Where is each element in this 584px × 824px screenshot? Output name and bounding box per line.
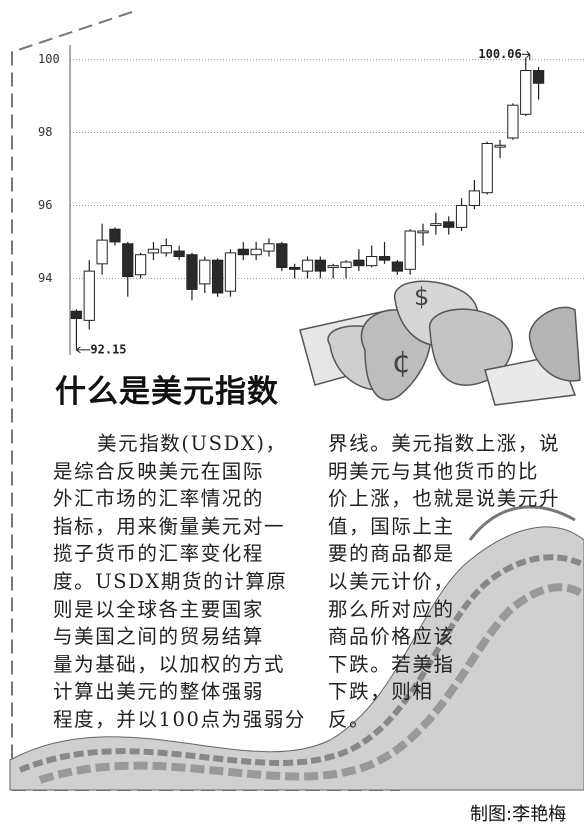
text-line: 则是以全球各主要国家 (53, 597, 265, 621)
title: 什么是美元指数 (55, 374, 279, 410)
text-line: 是综合反映美元在国际 (53, 459, 265, 483)
column: 美元指数(USDX)， 是综合反映美元在国际 外汇市场的汇率情况的 指标，用来衡量美元… (53, 430, 307, 734)
candle-body (507, 104, 519, 139)
candle-body (147, 248, 160, 254)
candle-body (96, 239, 108, 265)
text-line: 指标，用来衡量美元对一 (53, 514, 286, 538)
credit: 制图:李艳梅 (470, 804, 567, 824)
annotation: 100.06 (478, 47, 521, 61)
candle-body (224, 252, 237, 292)
y-tick-label: 100 (38, 52, 60, 66)
text-line: 程度，并以100点为强弱分 (53, 707, 307, 731)
candle-body (301, 259, 314, 272)
candle-body (276, 243, 288, 268)
candle-body (70, 310, 83, 320)
annotation-arrow (75, 341, 91, 354)
candle-body (327, 265, 339, 268)
candle-body (134, 254, 147, 276)
text-line: 美元指数(USDX)， (97, 432, 287, 455)
text-line: 以美元计价， (328, 569, 455, 593)
candle-body (122, 243, 134, 278)
text-line: 界线。美元指数上涨，说 (328, 432, 561, 455)
candle-body (532, 70, 545, 84)
candle-body (109, 228, 121, 243)
y-tick-label: 98 (38, 125, 52, 139)
candle-body (520, 70, 532, 115)
candle-body (494, 144, 506, 148)
candle-body (83, 270, 95, 321)
text-line: 计算出美元的整体强弱 (53, 680, 265, 704)
candle-body (340, 261, 352, 268)
column: 界线。美元指数上涨，说 明美元与其他货币的比 价上涨，也就是说美元升 值，国际上主 要的… (328, 430, 564, 734)
candle-body (404, 230, 416, 270)
candle-body (443, 221, 455, 228)
y-tick-label: 96 (38, 198, 52, 212)
candle-body (468, 190, 481, 206)
candle-body (481, 142, 493, 194)
money-bags: ¢ $ (299, 280, 581, 406)
svg-text:$: $ (414, 283, 429, 311)
text-line: 要的商品都是 (328, 542, 455, 566)
text-line: 揽子货币的汇率变化程 (53, 542, 265, 566)
candle-body (455, 204, 468, 228)
candle-body (199, 259, 211, 285)
candle-body (263, 243, 275, 252)
candle-body (160, 245, 172, 254)
candle-body (314, 259, 326, 272)
text-line: 明美元与其他货币的比 (328, 459, 540, 483)
money-wave (9, 505, 584, 791)
text-line: 商品价格应该 (328, 625, 455, 649)
annotation: 92.15 (90, 342, 126, 356)
y-tick-label: 94 (38, 271, 52, 285)
candle-body (353, 259, 365, 267)
candle-body (417, 230, 429, 234)
text-line: 量为基础，以加权的方式 (53, 652, 286, 676)
candle-body (237, 248, 249, 256)
svg-text:¢: ¢ (392, 345, 411, 380)
text-line: 价上涨，也就是说美元升 (328, 487, 561, 511)
annotation-arrow (521, 51, 531, 61)
candle-body (173, 250, 185, 258)
text-line: 外汇市场的汇率情况的 (53, 487, 265, 511)
candle-body (430, 223, 442, 227)
candle-body (186, 254, 198, 290)
candle-body (250, 248, 262, 256)
candle-body (378, 256, 391, 261)
text-line: 下跌，则相 (328, 680, 434, 704)
candle-body (289, 266, 301, 270)
text-line: 值，国际上主 (328, 514, 455, 538)
candle-body (366, 256, 378, 267)
text-line: 度。USDX期货的计算原 (53, 569, 288, 593)
text-line: 反。 (328, 707, 371, 731)
candle-body (391, 261, 404, 272)
text-line: 下跌。若美指 (328, 652, 455, 676)
candle-body (212, 259, 224, 294)
text-line: 那么所对应的 (328, 597, 455, 621)
text-line: 与美国之间的贸易结算 (53, 625, 265, 649)
